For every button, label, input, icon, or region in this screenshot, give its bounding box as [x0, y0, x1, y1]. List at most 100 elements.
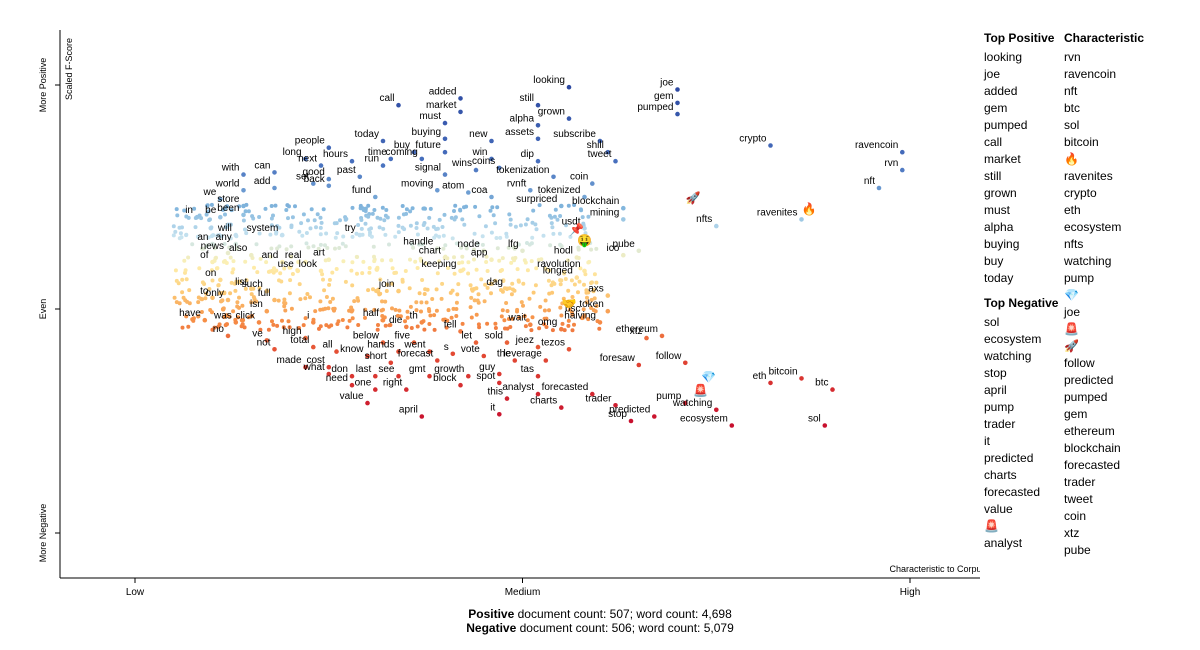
background-dot: [531, 290, 536, 295]
background-dot: [192, 206, 197, 211]
top-negative-item[interactable]: charts: [984, 468, 1017, 482]
top-negative-item[interactable]: april: [984, 383, 1007, 397]
background-dot: [271, 322, 276, 327]
characteristic-item[interactable]: pumped: [1064, 390, 1108, 404]
characteristic-item[interactable]: bitcoin: [1064, 135, 1099, 149]
point-ravencoin: [900, 149, 905, 155]
positive-count-line: Positive document count: 507; word count…: [0, 607, 1200, 621]
characteristic-item[interactable]: gem: [1064, 407, 1088, 421]
top-negative-item[interactable]: trader: [984, 417, 1016, 431]
characteristic-item[interactable]: ravencoin: [1064, 67, 1117, 81]
top-positive-item[interactable]: still: [984, 169, 1002, 183]
characteristic-item[interactable]: 🚀: [1064, 339, 1079, 353]
top-positive-item[interactable]: gem: [984, 101, 1008, 115]
characteristic-item[interactable]: eth: [1064, 203, 1081, 217]
background-dot: [566, 318, 571, 323]
top-positive-item[interactable]: call: [984, 135, 1003, 149]
point-label-analyst: analyst: [502, 382, 534, 393]
background-dot: [572, 203, 577, 207]
top-negative-item[interactable]: predicted: [984, 451, 1034, 465]
background-dot: [193, 225, 198, 230]
characteristic-item[interactable]: nfts: [1064, 237, 1084, 251]
characteristic-title: Characteristic: [1064, 31, 1145, 45]
characteristic-item[interactable]: 💎: [1064, 288, 1079, 302]
point-label-i: i: [307, 310, 309, 321]
top-negative-item[interactable]: pump: [984, 400, 1015, 414]
top-positive-item[interactable]: pumped: [984, 118, 1028, 132]
background-dot: [521, 303, 525, 308]
background-dot: [350, 316, 355, 321]
top-negative-item[interactable]: forecasted: [984, 485, 1041, 499]
top-positive-item[interactable]: buying: [984, 237, 1020, 251]
point-label-below: below: [353, 331, 380, 342]
characteristic-item[interactable]: sol: [1064, 118, 1080, 132]
top-positive-item[interactable]: alpha: [984, 220, 1014, 234]
emoji-point-sign-icon: 📌: [569, 221, 584, 236]
top-negative-item[interactable]: it: [984, 434, 990, 448]
background-dot: [577, 279, 582, 284]
point-ravolution: [582, 268, 587, 274]
point-joe: [675, 87, 680, 92]
characteristic-item[interactable]: forecasted: [1064, 458, 1121, 472]
characteristic-item[interactable]: predicted: [1064, 373, 1114, 387]
point-fell: [458, 329, 463, 334]
background-dot: [177, 236, 182, 241]
top-positive-item[interactable]: looking: [984, 50, 1023, 64]
background-dot: [281, 325, 286, 330]
top-negative-item[interactable]: value: [984, 502, 1013, 516]
top-negative-item[interactable]: watching: [984, 349, 1032, 363]
characteristic-item[interactable]: ravenites: [1064, 169, 1113, 183]
background-dot: [333, 246, 337, 251]
top-positive-item[interactable]: joe: [984, 67, 1001, 81]
top-positive-item[interactable]: added: [984, 84, 1018, 98]
point-label-next: next: [298, 154, 317, 165]
point-label-with: with: [221, 163, 240, 174]
characteristic-item[interactable]: ecosystem: [1064, 220, 1122, 234]
top-positive-item[interactable]: today: [984, 271, 1014, 285]
top-negative-item[interactable]: stop: [984, 366, 1007, 380]
background-dot: [485, 285, 490, 290]
characteristic-item[interactable]: pump: [1064, 271, 1095, 285]
characteristic-item[interactable]: xtz: [1064, 526, 1080, 540]
background-dot: [533, 283, 538, 288]
characteristic-item[interactable]: watching: [1064, 254, 1112, 268]
background-dot: [330, 296, 335, 301]
top-positive-item[interactable]: market: [984, 152, 1021, 166]
characteristic-item[interactable]: joe: [1064, 305, 1081, 319]
background-dot: [516, 242, 521, 247]
characteristic-item[interactable]: pube: [1064, 543, 1091, 557]
background-dot: [378, 277, 383, 282]
characteristic-item[interactable]: 🚨: [1064, 322, 1079, 336]
characteristic-item[interactable]: coin: [1064, 509, 1087, 523]
x-tick-low-label: Low: [126, 587, 145, 598]
background-dot: [512, 246, 517, 251]
characteristic-item[interactable]: tweet: [1064, 492, 1093, 506]
top-negative-item[interactable]: 🚨: [984, 519, 999, 533]
characteristic-item[interactable]: blockchain: [1064, 441, 1121, 455]
characteristic-item[interactable]: btc: [1064, 101, 1081, 115]
characteristic-item[interactable]: trader: [1064, 475, 1096, 489]
point-time: [388, 156, 394, 162]
top-negative-item[interactable]: sol: [984, 315, 1000, 329]
top-positive-item[interactable]: grown: [984, 186, 1017, 200]
characteristic-item[interactable]: nft: [1064, 84, 1078, 98]
characteristic-item[interactable]: ethereum: [1064, 424, 1115, 438]
point-label-fell: fell: [444, 319, 457, 330]
characteristic-item[interactable]: crypto: [1064, 186, 1097, 200]
background-dot: [589, 306, 594, 310]
point-label-last: last: [356, 364, 372, 375]
point-any: [233, 241, 239, 247]
point-label-have: have: [179, 308, 201, 319]
top-positive-item[interactable]: buy: [984, 254, 1004, 268]
background-dot: [594, 280, 599, 285]
point-sol: [822, 423, 828, 428]
characteristic-item[interactable]: rvn: [1064, 50, 1081, 64]
top-positive-item[interactable]: must: [984, 203, 1011, 217]
characteristic-item[interactable]: follow: [1064, 356, 1095, 370]
characteristic-item[interactable]: 🔥: [1064, 152, 1079, 166]
top-negative-item[interactable]: ecosystem: [984, 332, 1042, 346]
point-label-try: try: [345, 223, 356, 234]
background-dot: [349, 309, 354, 314]
top-negative-item[interactable]: analyst: [984, 536, 1023, 550]
point-hands: [396, 349, 401, 354]
